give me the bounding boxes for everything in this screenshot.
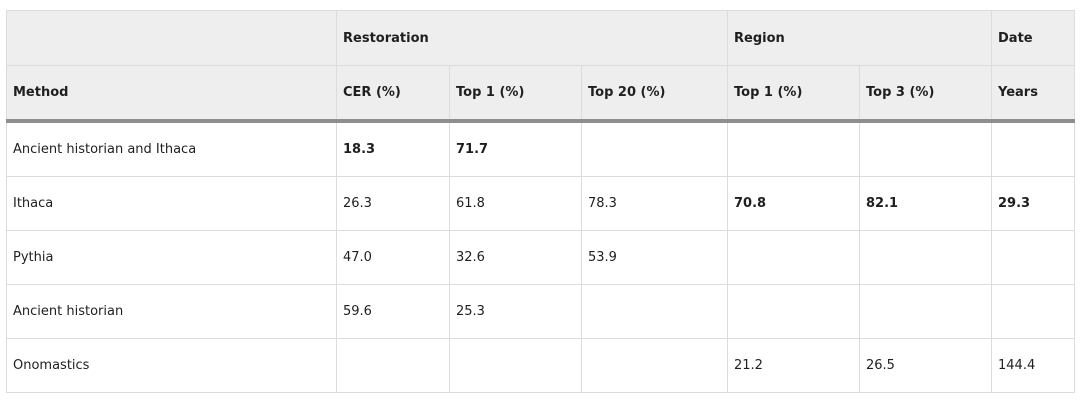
cell-region-top3: 82.1 [859,176,992,231]
column-header-region-top3: Top 3 (%) [859,65,992,123]
cell-cer: 18.3 [336,120,450,177]
results-table: Restoration Region Date Method CER (%) T… [6,10,1075,393]
cell-restoration-top20 [581,120,728,177]
cell-region-top3 [859,120,992,177]
cell-years [991,284,1075,339]
cell-method: Pythia [6,230,337,285]
cell-method: Ithaca [6,176,337,231]
cell-restoration-top20: 78.3 [581,176,728,231]
cell-cer: 59.6 [336,284,450,339]
cell-restoration-top20 [581,284,728,339]
header-group-date: Date [991,10,1075,66]
cell-region-top1 [727,284,860,339]
table-row: Ithaca 26.3 61.8 78.3 70.8 82.1 29.3 [6,176,1075,231]
cell-years: 29.3 [991,176,1075,231]
cell-years [991,120,1075,177]
table-row: Ancient historian 59.6 25.3 [6,284,1075,339]
column-header-region-top1: Top 1 (%) [727,65,860,123]
table-row: Pythia 47.0 32.6 53.9 [6,230,1075,285]
cell-region-top3 [859,230,992,285]
table-row: Ancient historian and Ithaca 18.3 71.7 [6,120,1075,177]
header-group-restoration: Restoration [336,10,728,66]
column-header-method: Method [6,65,337,123]
cell-cer: 47.0 [336,230,450,285]
table-header: Restoration Region Date Method CER (%) T… [6,10,1075,123]
cell-region-top1 [727,230,860,285]
cell-cer [336,338,450,393]
cell-years: 144.4 [991,338,1075,393]
cell-restoration-top20: 53.9 [581,230,728,285]
cell-restoration-top1: 61.8 [449,176,582,231]
table-row: Onomastics 21.2 26.5 144.4 [6,338,1075,393]
cell-method: Ancient historian [6,284,337,339]
cell-region-top1: 70.8 [727,176,860,231]
cell-restoration-top1: 25.3 [449,284,582,339]
column-header-restoration-top1: Top 1 (%) [449,65,582,123]
cell-method: Ancient historian and Ithaca [6,120,337,177]
header-group-row: Restoration Region Date [6,10,1075,66]
header-group-method [6,10,337,66]
cell-region-top1: 21.2 [727,338,860,393]
header-column-row: Method CER (%) Top 1 (%) Top 20 (%) Top … [6,65,1075,123]
cell-region-top3: 26.5 [859,338,992,393]
cell-region-top3 [859,284,992,339]
cell-restoration-top1 [449,338,582,393]
cell-method: Onomastics [6,338,337,393]
cell-restoration-top1: 71.7 [449,120,582,177]
column-header-years: Years [991,65,1075,123]
cell-region-top1 [727,120,860,177]
cell-years [991,230,1075,285]
column-header-cer: CER (%) [336,65,450,123]
cell-restoration-top1: 32.6 [449,230,582,285]
cell-cer: 26.3 [336,176,450,231]
header-group-region: Region [727,10,992,66]
table-body: Ancient historian and Ithaca 18.3 71.7 I… [6,120,1075,393]
column-header-restoration-top20: Top 20 (%) [581,65,728,123]
cell-restoration-top20 [581,338,728,393]
